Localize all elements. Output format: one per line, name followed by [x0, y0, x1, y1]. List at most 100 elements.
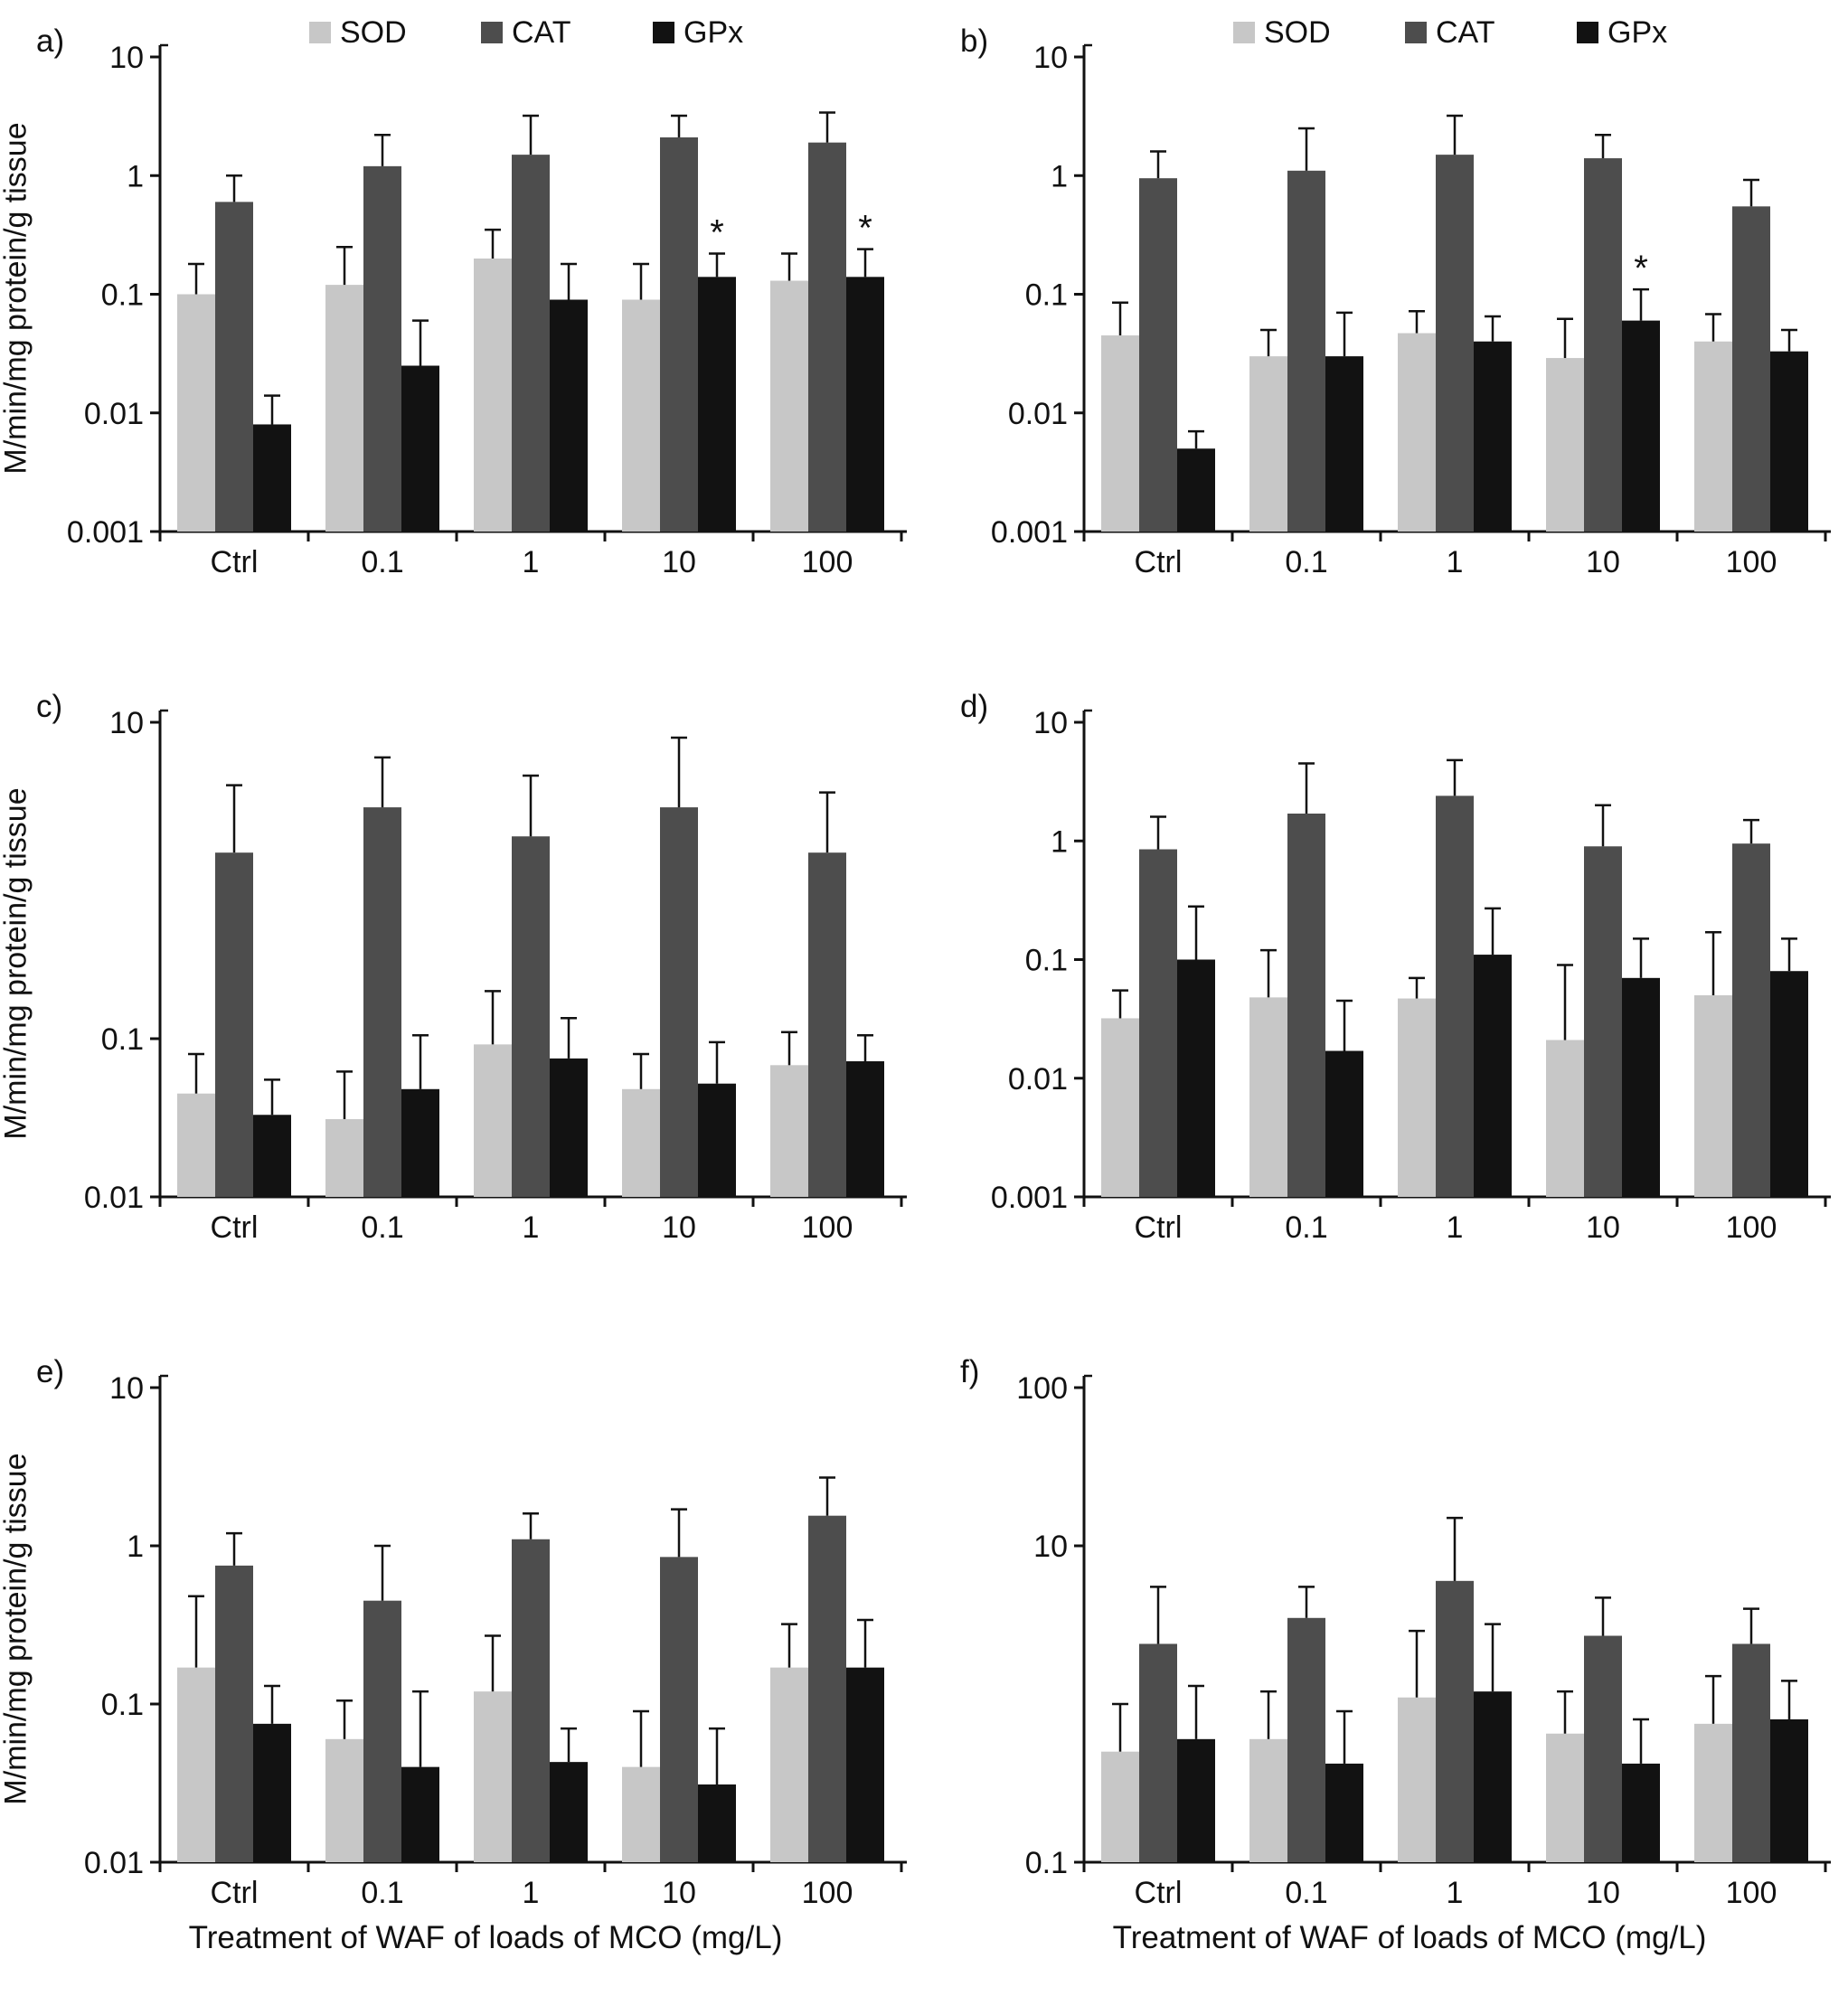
- bar-sod: [622, 299, 660, 532]
- x-category-label: Ctrl: [1135, 545, 1183, 579]
- bar-cat: [1287, 1617, 1325, 1862]
- bar-sod: [325, 1119, 363, 1197]
- bar-gpx: [1622, 320, 1660, 532]
- bar-cat: [1732, 843, 1770, 1197]
- x-category-label: 1: [1447, 1210, 1464, 1245]
- bar-gpx: [1770, 971, 1808, 1197]
- bar-gpx: [550, 1762, 588, 1862]
- panel-a: a) M/min/mg protein/g tissue 10 1 0.1 0.01 0…: [0, 0, 924, 665]
- bar-cat: [363, 807, 401, 1197]
- x-category-label: 100: [802, 1876, 853, 1910]
- bar-cat: [1287, 814, 1325, 1197]
- x-axis-title: Treatment of WAF of loads of MCO (mg/L): [1112, 1920, 1707, 1955]
- y-tick-label: 0.01: [84, 397, 144, 431]
- bar-gpx: [1474, 341, 1512, 532]
- bar-sod: [1546, 1040, 1584, 1197]
- bar-gpx: [1325, 356, 1363, 532]
- bar-sod: [1249, 1738, 1287, 1862]
- bar-cat: [512, 155, 550, 532]
- bar-gpx: [1325, 1050, 1363, 1197]
- y-tick-label: 10: [109, 41, 144, 75]
- legend-swatch-cat: [481, 22, 503, 43]
- bar-gpx: [846, 1667, 884, 1862]
- bar-sod: [177, 1667, 215, 1862]
- x-category-label: 100: [1726, 545, 1777, 579]
- bar-cat: [1584, 158, 1622, 532]
- bar-gpx: [1325, 1763, 1363, 1862]
- bar-cat: [1584, 846, 1622, 1197]
- bar-sod: [770, 1065, 808, 1197]
- x-category-label: 100: [802, 1210, 853, 1245]
- bar-sod: [325, 1738, 363, 1862]
- x-category-label: 1: [523, 545, 540, 579]
- y-tick-label: 10: [1033, 706, 1068, 740]
- legend-label-sod: SOD: [340, 16, 407, 50]
- x-category-label: 10: [662, 545, 696, 579]
- y-tick-label: 1: [127, 159, 144, 193]
- legend-label-cat: CAT: [512, 16, 570, 50]
- y-axis-title: M/min/mg protein/g tissue: [0, 1453, 33, 1805]
- bar-cat: [1732, 206, 1770, 532]
- y-tick-label: 1: [1051, 159, 1068, 193]
- panel-e: e) M/min/mg protein/g tissue 10 1 0.1 0.01 C…: [0, 1331, 924, 1996]
- y-tick-label: 0.01: [1008, 397, 1068, 431]
- bar-sod: [1101, 335, 1139, 532]
- y-tick-label: 0.01: [84, 1181, 144, 1215]
- bar-cat: [808, 852, 846, 1197]
- x-category-label: Ctrl: [1135, 1876, 1183, 1910]
- bar-cat: [1436, 1580, 1474, 1862]
- bar-gpx: [253, 1723, 291, 1862]
- bar-sod: [1694, 995, 1732, 1197]
- panel-b: b) 10 1 0.1 0.01 0.001 Ctrl 0.1 1 10 100 * SOD CAT GP…: [924, 0, 1848, 665]
- y-tick-label: 0.001: [991, 1181, 1068, 1215]
- bar-gpx: [1622, 977, 1660, 1197]
- bar-cat: [660, 137, 698, 532]
- y-tick-label: 0.1: [101, 278, 144, 313]
- bar-gpx: [846, 1060, 884, 1197]
- bar-sod: [1101, 1751, 1139, 1862]
- bar-sod: [1101, 1018, 1139, 1197]
- x-category-label: 0.1: [361, 1210, 403, 1245]
- bar-cat: [363, 1600, 401, 1862]
- bar-cat: [1139, 1643, 1177, 1862]
- bar-chart-f: 100 10 0.1 Ctrl 0.1 1 10 100: [1016, 1371, 1831, 1910]
- bar-sod: [1546, 358, 1584, 532]
- bar-sod: [1694, 1723, 1732, 1862]
- x-category-label: 0.1: [361, 1876, 403, 1910]
- x-category-label: 0.1: [1285, 545, 1327, 579]
- legend-swatch-gpx: [1577, 22, 1598, 43]
- bar-chart-d: 10 1 0.1 0.01 0.001 Ctrl 0.1 1 10 100: [991, 706, 1831, 1245]
- bar-cat: [215, 852, 253, 1197]
- x-category-label: 10: [662, 1876, 696, 1910]
- bar-cat: [808, 142, 846, 532]
- x-category-label: 0.1: [361, 545, 403, 579]
- bar-gpx: [401, 365, 439, 532]
- panel-letter-e: e): [36, 1354, 65, 1389]
- bar-gpx: [1177, 448, 1215, 532]
- significance-marker: *: [858, 209, 872, 249]
- y-tick-label: 0.1: [101, 1022, 144, 1057]
- bar-cat: [215, 1565, 253, 1862]
- bar-gpx: [1770, 1718, 1808, 1862]
- x-category-label: 100: [1726, 1210, 1777, 1245]
- y-tick-label: 10: [1033, 41, 1068, 75]
- y-tick-label: 0.001: [991, 515, 1068, 550]
- x-category-label: 1: [1447, 545, 1464, 579]
- bar-gpx: [698, 1784, 736, 1862]
- y-tick-label: 0.1: [1025, 1846, 1068, 1880]
- bar-gpx: [1474, 1691, 1512, 1862]
- y-tick-label: 0.01: [1008, 1062, 1068, 1097]
- legend-swatch-cat: [1405, 22, 1427, 43]
- x-axis-title: Treatment of WAF of loads of MCO (mg/L): [188, 1920, 783, 1955]
- bar-sod: [1546, 1733, 1584, 1862]
- bar-gpx: [1622, 1763, 1660, 1862]
- panel-f: f) 100 10 0.1 Ctrl 0.1 1 10 100 Treatment of WA…: [924, 1331, 1848, 1996]
- panel-letter-f: f): [960, 1354, 980, 1389]
- bar-cat: [660, 1557, 698, 1862]
- bar-cat: [215, 202, 253, 532]
- x-category-label: 10: [1586, 1210, 1620, 1245]
- bar-cat: [363, 165, 401, 532]
- bar-chart-a: 10 1 0.1 0.01 0.001 Ctrl 0.1 1 10 100 * * SOD CAT GPx: [67, 16, 907, 579]
- bar-sod: [325, 285, 363, 532]
- x-category-label: Ctrl: [1135, 1210, 1183, 1245]
